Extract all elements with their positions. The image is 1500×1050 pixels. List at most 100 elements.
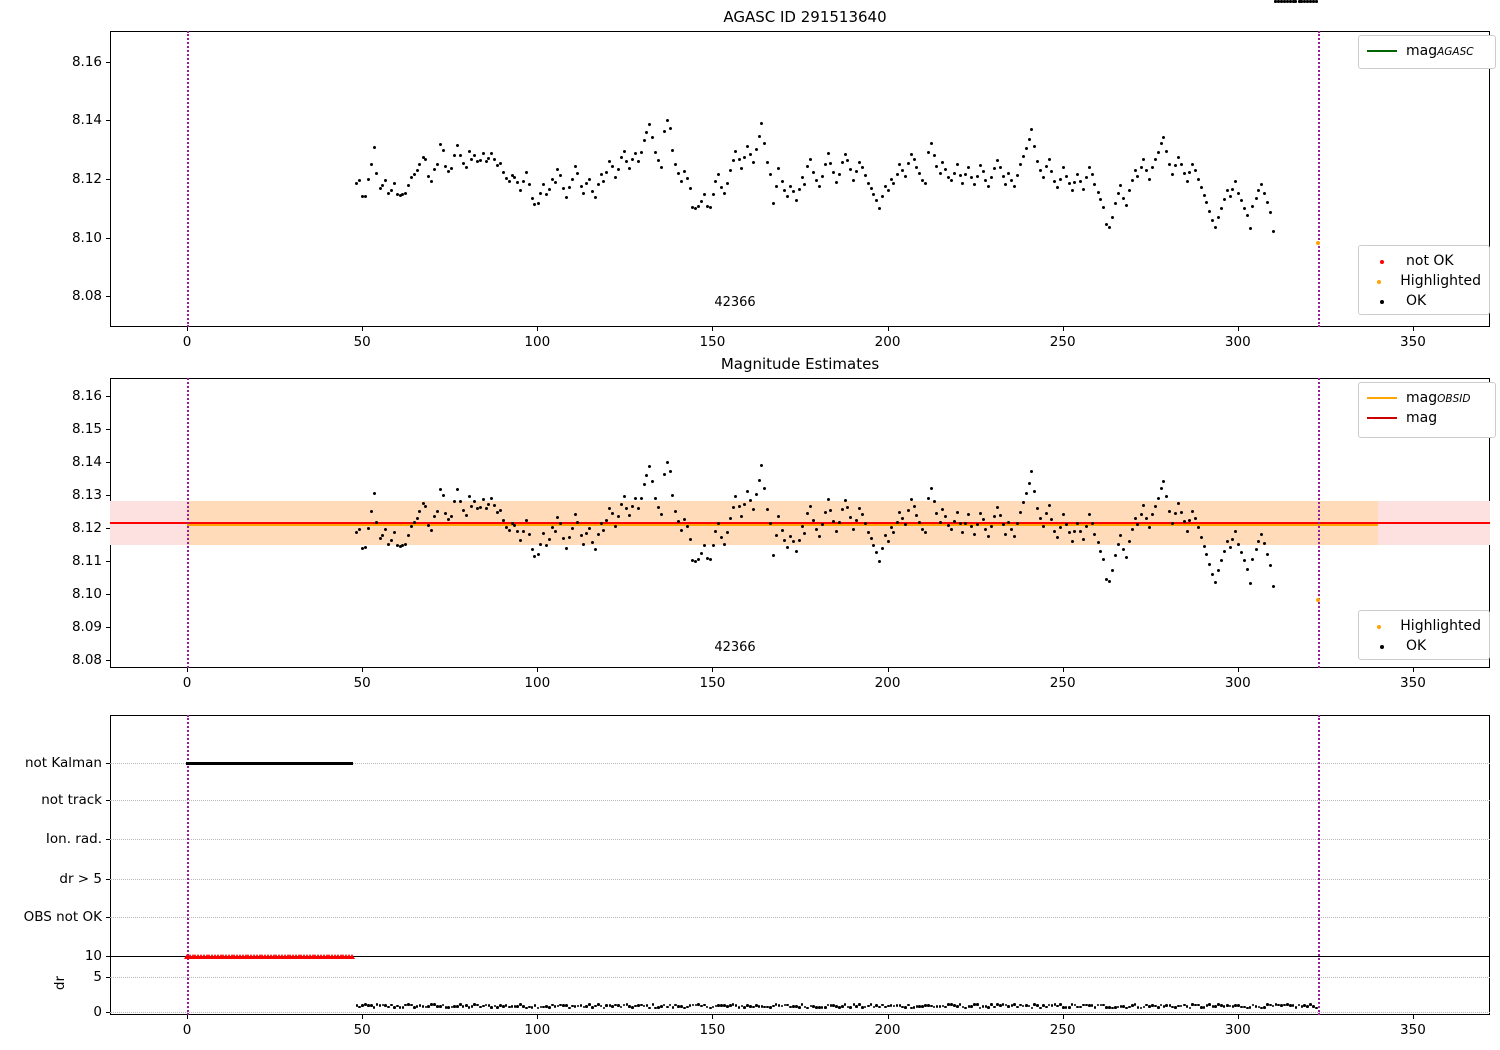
- mag-lines-legend[interactable]: magOBSID mag: [1358, 382, 1496, 438]
- data-point-ok: [800, 524, 804, 528]
- dr-data-point: [662, 1003, 666, 1007]
- data-point-ok: [984, 178, 988, 182]
- dr-data-point: [987, 1006, 991, 1009]
- y-tick-label: dr > 5: [59, 871, 102, 887]
- x-tick-label: 0: [182, 675, 192, 691]
- legend-item-mag[interactable]: mag: [1367, 408, 1487, 428]
- data-point-ok: [774, 534, 778, 538]
- data-point-ok: [1107, 225, 1111, 229]
- data-point-ok: [921, 527, 925, 531]
- data-point-ok: [522, 180, 526, 184]
- red-dot-icon: [1367, 252, 1397, 271]
- data-point-ok: [711, 193, 715, 197]
- data-point-ok: [1231, 187, 1235, 191]
- dr-data-point: [1090, 1004, 1094, 1007]
- dr-data-point: [424, 1005, 428, 1009]
- dr-data-point: [616, 1004, 620, 1007]
- data-point-ok: [1251, 205, 1255, 209]
- data-point-ok: [631, 158, 635, 162]
- data-point-ok: [872, 544, 876, 548]
- legend-item-highlighted[interactable]: Highlighted: [1367, 271, 1481, 291]
- dr-data-point: [1030, 1006, 1034, 1010]
- legend-item-mag-agasc[interactable]: magAGASC: [1367, 41, 1487, 61]
- y-tick-mark: [106, 956, 110, 957]
- data-point-ok: [481, 152, 485, 156]
- data-point-ok: [582, 192, 586, 196]
- data-point-ok: [1265, 200, 1269, 204]
- data-point-ok: [559, 173, 563, 177]
- data-point-ok: [947, 175, 950, 179]
- data-point-ok: [927, 496, 931, 500]
- dr-data-point: [973, 1003, 976, 1006]
- data-point-ok: [676, 171, 680, 175]
- dr-data-point: [493, 1004, 497, 1008]
- dr-data-point: [752, 1005, 755, 1009]
- data-point-ok: [737, 504, 741, 508]
- data-point-ok: [499, 508, 503, 512]
- dr-data-point: [703, 1003, 706, 1007]
- data-point-ok: [1179, 163, 1183, 167]
- legend-item-highlighted-2[interactable]: Highlighted: [1367, 616, 1481, 636]
- data-point-ok: [470, 504, 474, 508]
- data-point-ok: [1150, 513, 1154, 517]
- legend-item-ok[interactable]: OK: [1367, 291, 1481, 311]
- dr-data-point: [975, 1003, 979, 1006]
- data-point-ok: [1010, 527, 1014, 531]
- data-point-ok: [1308, 0, 1312, 3]
- data-point-ok: [608, 159, 612, 163]
- dr-data-point: [1202, 1006, 1206, 1009]
- data-point-ok: [458, 154, 462, 158]
- dr-data-point: [1269, 1003, 1272, 1007]
- data-point-ok: [625, 507, 629, 510]
- x-tick-label: 100: [524, 675, 551, 691]
- data-point-ok: [570, 178, 574, 182]
- dr-data-point: [1271, 1004, 1275, 1008]
- data-point-ok: [1130, 528, 1134, 532]
- mag-agasc-legend[interactable]: magAGASC: [1358, 35, 1496, 69]
- dr-data-point: [573, 1005, 577, 1008]
- flag-marker-not-kalman: [221, 761, 225, 765]
- dr-data-point: [898, 1004, 902, 1007]
- data-point-ok: [1107, 580, 1111, 584]
- x-tick-mark: [712, 1015, 714, 1019]
- data-point-ok: [975, 174, 979, 178]
- data-point-ok: [642, 482, 646, 486]
- x-tick-label: 200: [874, 1022, 901, 1038]
- dr-data-point: [1036, 1003, 1039, 1007]
- data-point-ok: [645, 473, 649, 477]
- data-point-ok: [1303, 0, 1307, 3]
- data-point-ok: [501, 171, 505, 175]
- data-point-ok: [1079, 180, 1083, 184]
- data-point-ok: [637, 506, 641, 510]
- flag-marker-not-kalman: [308, 761, 312, 765]
- data-point-ok: [720, 185, 724, 189]
- status-legend-panel1[interactable]: not OK Highlighted OK: [1358, 245, 1490, 315]
- legend-item-mag-obsid[interactable]: magOBSID: [1367, 388, 1487, 408]
- data-point-ok: [1116, 542, 1120, 546]
- dr-data-point: [683, 1006, 686, 1010]
- data-point-ok: [1082, 537, 1086, 541]
- data-point-ok: [806, 164, 810, 168]
- data-point-ok: [1007, 172, 1011, 176]
- data-point-ok: [1251, 557, 1255, 561]
- data-point-ok: [464, 513, 468, 517]
- legend-item-ok-2[interactable]: OK: [1367, 636, 1481, 656]
- status-legend-panel2[interactable]: Highlighted OK: [1358, 610, 1490, 660]
- data-point-ok: [1162, 136, 1166, 140]
- data-point-ok: [728, 169, 732, 173]
- dr-data-point: [640, 1003, 643, 1007]
- data-point-ok: [927, 151, 931, 155]
- data-point-ok: [516, 180, 520, 184]
- dr-data-point: [579, 1004, 583, 1007]
- data-point-ok: [536, 553, 540, 557]
- data-point-ok: [458, 500, 462, 504]
- flag-marker-not-kalman: [263, 761, 267, 765]
- dr-data-point: [527, 1005, 531, 1009]
- data-point-ok: [700, 551, 704, 555]
- y-tick-mark: [106, 917, 110, 918]
- dr-data-point: [766, 1005, 770, 1009]
- legend-item-not-ok[interactable]: not OK: [1367, 251, 1481, 271]
- data-point-ok: [556, 167, 560, 171]
- panel3-frame: [110, 715, 1490, 1015]
- data-point-ok: [366, 178, 370, 182]
